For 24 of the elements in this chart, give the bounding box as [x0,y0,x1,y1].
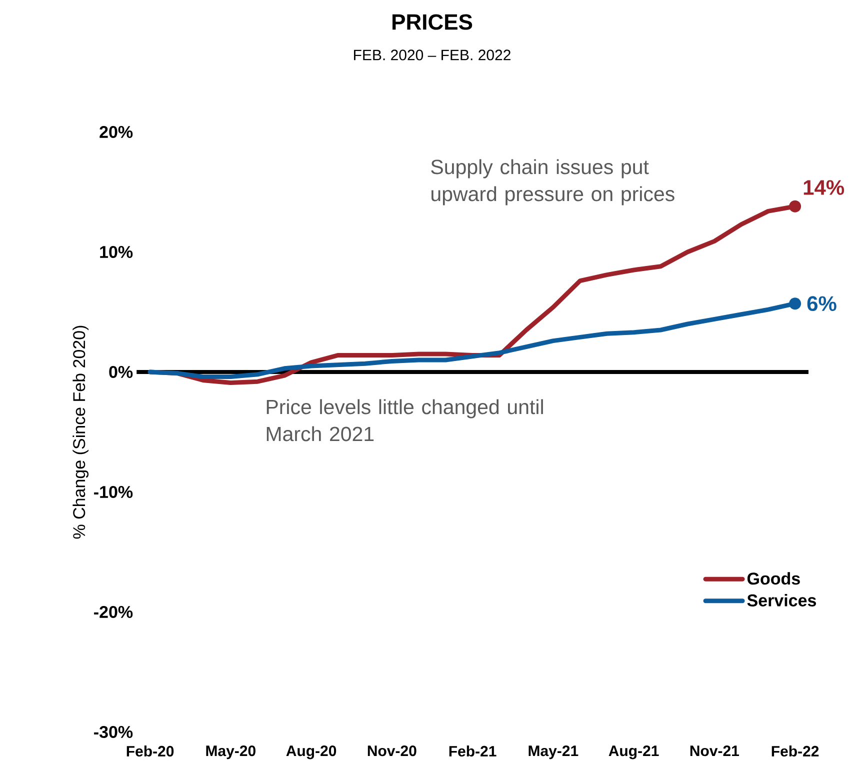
y-tick-label: 20% [100,126,133,138]
x-tick-label: Nov-21 [690,746,739,756]
y-tick-label: -10% [94,486,133,498]
x-tick-label: Feb-20 [126,746,174,757]
y-tick-label: -30% [94,726,133,738]
x-tick-label: May-21 [528,746,578,760]
y-tick-label: 10% [100,246,133,258]
x-tick-label: May-20 [206,746,256,760]
legend-label: Services [747,594,816,606]
chart-subtitle: FEB. 2020 – FEB. 2022 [354,50,510,60]
x-tick-label: Feb-21 [449,746,496,757]
annotation: Supply chain issues put upward pressure on prices [431,159,674,206]
y-axis-title: % Change (Since Feb 2020) [72,326,89,539]
x-tick-label: Aug-21 [608,746,659,760]
x-tick-label: Aug-20 [286,746,336,760]
legend-label: Goods [747,572,800,585]
y-tick-label: 0% [109,366,133,378]
annotation: Price levels little changed until March 2021 [266,399,543,442]
annotation: 6% [807,296,836,312]
x-tick-label: Nov-20 [368,746,416,756]
annotation: 14% [804,180,844,195]
y-tick-label: -20% [94,606,133,618]
x-tick-label: Feb-22 [772,746,819,757]
chart-title: PRICES [392,14,472,30]
